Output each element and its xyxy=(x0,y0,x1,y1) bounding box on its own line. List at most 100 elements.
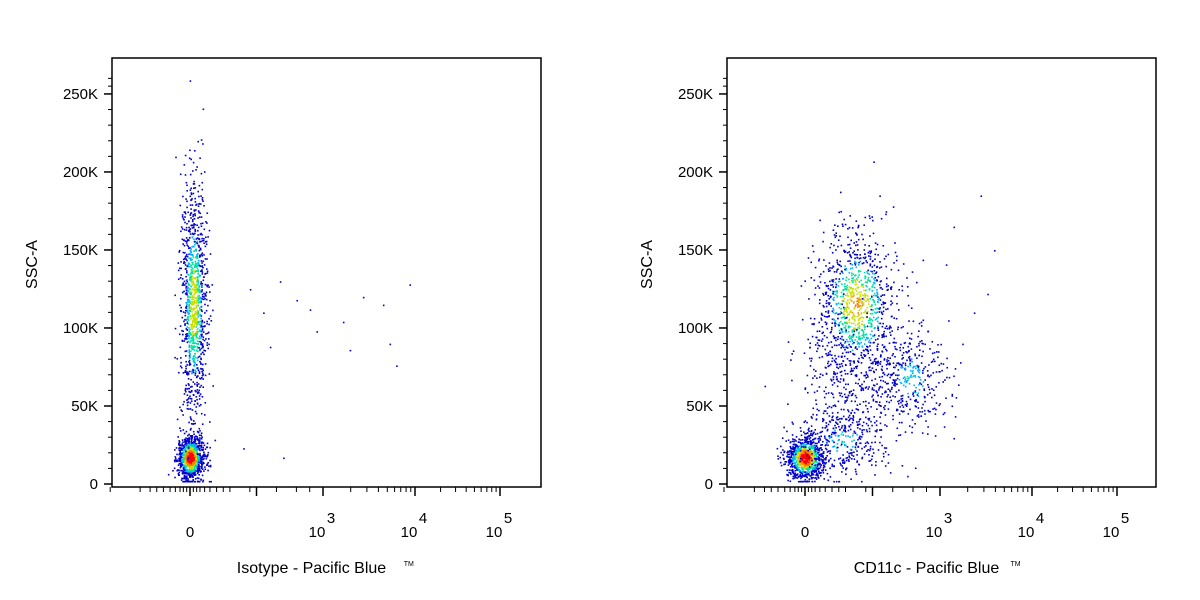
event-dot xyxy=(844,396,847,398)
event-dot xyxy=(179,449,182,451)
event-dot xyxy=(852,336,855,338)
event-dot xyxy=(868,273,871,276)
event-dot xyxy=(827,444,829,446)
event-dot xyxy=(181,410,183,412)
event-dot xyxy=(794,477,796,479)
event-dot xyxy=(918,330,920,332)
event-dot xyxy=(873,416,875,418)
event-dot xyxy=(853,451,855,453)
event-dot xyxy=(866,348,869,351)
event-dot xyxy=(845,269,847,271)
event-dot xyxy=(817,477,820,479)
event-dot xyxy=(922,372,924,374)
event-dot xyxy=(852,273,855,276)
event-dot xyxy=(190,417,192,420)
event-dot xyxy=(895,374,897,376)
event-dot xyxy=(803,457,806,459)
event-dot xyxy=(940,343,942,346)
event-dot xyxy=(888,326,891,329)
event-dot xyxy=(184,323,186,325)
event-dot xyxy=(197,316,200,318)
event-dot xyxy=(192,314,195,317)
event-dot xyxy=(832,393,834,396)
event-dot xyxy=(174,327,177,330)
event-dot xyxy=(201,181,204,184)
event-dot xyxy=(185,459,187,462)
event-dot xyxy=(896,409,899,411)
event-dot xyxy=(181,316,184,319)
event-dot xyxy=(871,325,873,327)
event-dot xyxy=(849,370,852,373)
event-dot xyxy=(821,459,824,461)
event-dot xyxy=(198,442,201,445)
event-dot xyxy=(186,462,188,465)
event-dot xyxy=(201,468,204,470)
event-dot xyxy=(793,450,796,452)
event-dot xyxy=(194,355,196,357)
event-dot xyxy=(802,470,804,472)
event-dot xyxy=(912,391,915,394)
event-dot xyxy=(184,216,186,218)
event-dot xyxy=(861,346,864,348)
event-dot xyxy=(199,314,202,316)
event-dot xyxy=(188,390,190,393)
event-dot xyxy=(209,446,211,449)
event-dot xyxy=(856,293,859,295)
event-dot xyxy=(195,238,198,240)
event-dot xyxy=(862,286,865,289)
event-dot xyxy=(856,340,859,343)
event-dot xyxy=(192,315,194,318)
event-dot xyxy=(185,275,187,278)
event-dot xyxy=(860,298,863,301)
event-dot xyxy=(824,282,826,284)
event-dot xyxy=(201,237,203,240)
event-dot xyxy=(196,203,198,206)
event-dot xyxy=(188,237,191,239)
event-dot xyxy=(828,435,831,437)
event-dot xyxy=(847,295,850,297)
event-dot xyxy=(195,390,197,393)
event-dot xyxy=(922,381,925,383)
event-dot xyxy=(193,301,196,303)
event-dot xyxy=(813,449,815,452)
event-dot xyxy=(855,253,858,256)
event-dot xyxy=(840,427,843,429)
event-dot xyxy=(202,239,204,242)
event-dot xyxy=(862,294,864,297)
event-dot xyxy=(829,295,832,298)
event-dot xyxy=(815,478,818,480)
event-dot xyxy=(185,292,188,294)
event-dot xyxy=(852,281,854,284)
event-dot xyxy=(797,445,799,448)
y-axis-title: SSC-A xyxy=(24,240,41,289)
event-dot xyxy=(871,395,873,398)
event-dot xyxy=(198,256,201,258)
event-dot xyxy=(190,271,193,274)
event-dot xyxy=(935,371,938,373)
event-dot xyxy=(873,341,875,344)
event-dot xyxy=(800,285,803,287)
event-dot xyxy=(808,464,810,466)
event-dot xyxy=(194,334,196,336)
event-dot xyxy=(861,480,863,483)
event-dot xyxy=(194,437,196,439)
event-dot xyxy=(842,344,844,346)
event-dot xyxy=(879,322,882,325)
event-dot xyxy=(858,296,861,299)
event-dot xyxy=(816,390,819,392)
event-dot xyxy=(907,295,909,297)
event-dot xyxy=(846,451,849,453)
event-dot xyxy=(193,286,196,288)
event-dot xyxy=(204,448,207,450)
event-dot xyxy=(186,206,188,209)
event-dot xyxy=(195,209,197,211)
event-dot xyxy=(194,369,196,371)
event-dot xyxy=(185,475,188,477)
event-dot xyxy=(186,333,188,335)
event-dot xyxy=(197,304,200,307)
event-dot xyxy=(184,452,187,454)
event-dot xyxy=(869,447,872,450)
event-dot xyxy=(869,258,872,260)
event-dot xyxy=(180,469,182,472)
event-dot xyxy=(200,363,202,365)
